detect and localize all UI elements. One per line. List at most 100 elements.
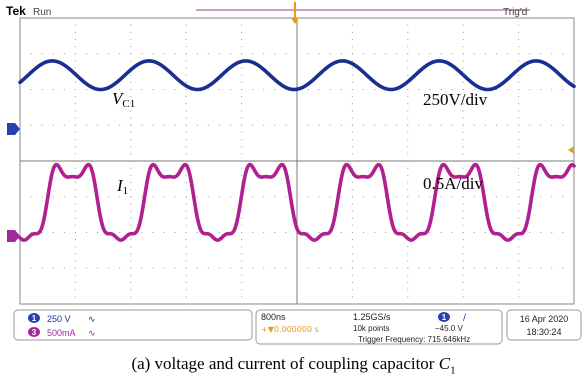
grid-dot [529, 53, 531, 55]
grid-dot [174, 196, 176, 198]
grid-dot [241, 181, 243, 183]
grid-dot [241, 282, 243, 284]
grid-dot [462, 146, 464, 148]
trigger-position-marker[interactable] [291, 2, 299, 24]
grid-dot [407, 282, 409, 284]
grid-dot [185, 303, 187, 305]
grid-dot [174, 124, 176, 126]
grid-dot [63, 89, 65, 90]
grid-dot [230, 196, 232, 198]
grid-dot [362, 232, 364, 233]
grid-dot [407, 253, 409, 255]
grid-dot [185, 181, 187, 183]
grid-dot [141, 124, 143, 126]
ch3-bandwidth-icon: ∿ [88, 329, 96, 339]
grid-dot [241, 38, 243, 40]
grid-dot [241, 31, 243, 33]
grid-dot [462, 167, 464, 169]
grid-dot [407, 17, 409, 19]
grid-dot [518, 203, 520, 205]
grid-dot [241, 174, 243, 176]
grid-dot [241, 239, 243, 241]
grid-dot [130, 196, 132, 198]
grid-dot [130, 38, 132, 40]
ch1-ground-marker[interactable] [7, 123, 20, 135]
grid-dot [462, 31, 464, 33]
grid-dot [407, 224, 409, 226]
grid-dot [74, 253, 76, 255]
grid-dot [462, 246, 464, 248]
grid-dot [196, 196, 198, 198]
grid-dot [74, 239, 76, 241]
grid-dot [185, 103, 187, 105]
grid-dot [407, 67, 409, 69]
grid-dot [130, 203, 132, 205]
grid-dot [30, 53, 32, 55]
grid-dot [462, 38, 464, 40]
grid-dot [462, 17, 464, 19]
grid-dot [174, 89, 176, 90]
grid-dot [130, 124, 132, 126]
grid-dot [74, 67, 76, 69]
grid-dot [351, 217, 353, 219]
grid-dot [97, 267, 99, 269]
grid-dot [529, 196, 531, 198]
grid-dot [241, 210, 243, 212]
grid-dot [130, 246, 132, 248]
grid-dot [407, 181, 409, 183]
grid-dot [484, 267, 486, 269]
grid-dot [163, 89, 165, 90]
grid-dot [152, 267, 154, 269]
grid-dot [74, 60, 76, 62]
grid-dot [529, 89, 531, 90]
trigger-source-badge [438, 312, 450, 322]
grid-dot [495, 196, 497, 198]
grid-dot [74, 181, 76, 183]
grid-dot [518, 303, 520, 305]
grid-dot [473, 124, 475, 126]
grid-dot [130, 46, 132, 48]
grid-dot [130, 153, 132, 155]
grid-dot [473, 89, 475, 90]
grid-dot [351, 167, 353, 169]
grid-dot [518, 224, 520, 226]
grid-dot [130, 296, 132, 298]
grid-dot [351, 67, 353, 69]
grid-dot [374, 267, 376, 269]
grid-dot [573, 53, 575, 55]
grid-dot [130, 17, 132, 19]
ch3-ground-marker[interactable] [7, 230, 20, 242]
grid-dot [185, 74, 187, 76]
ch3-scale-readout: 500mA [47, 328, 76, 338]
grid-dot [185, 89, 187, 90]
channel-status-box[interactable] [13, 309, 253, 341]
grid-dot [74, 17, 76, 19]
grid-dot [440, 267, 442, 269]
grid-dot [518, 103, 520, 105]
ch1-bandwidth-icon: ∿ [88, 315, 96, 325]
grid-dot [74, 38, 76, 40]
grid-dot [85, 53, 87, 55]
grid-dot [307, 53, 309, 55]
grid-dot [518, 53, 520, 55]
grid-dot [230, 267, 232, 269]
grid-dot [74, 139, 76, 141]
grid-dot [351, 146, 353, 148]
grid-dot [230, 53, 232, 55]
grid-dot [407, 203, 409, 205]
grid-dot [185, 17, 187, 19]
grid-dot [252, 124, 254, 126]
grid-dot [440, 124, 442, 126]
grid-dot [185, 203, 187, 205]
trigger-level-marker[interactable] [568, 146, 574, 154]
grid-dot [351, 74, 353, 76]
trigger-state-label: Trig'd [503, 7, 527, 18]
grid-dot [351, 46, 353, 48]
grid-dot [307, 267, 309, 269]
grid-dot [185, 239, 187, 241]
grid-dot [518, 89, 520, 90]
grid-dot [351, 38, 353, 40]
grid-dot [119, 232, 121, 233]
grid-dot [440, 232, 442, 233]
